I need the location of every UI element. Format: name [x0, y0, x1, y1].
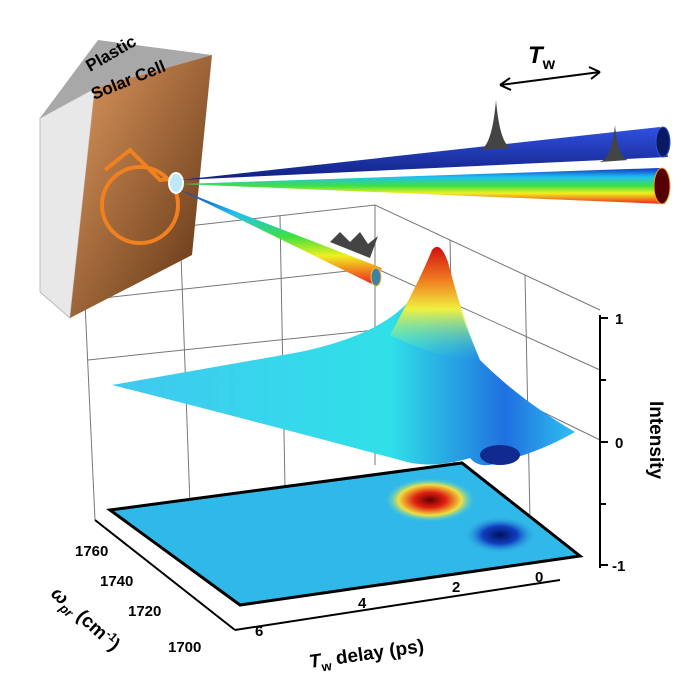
x-label-rest: delay (ps): [329, 636, 425, 670]
z-axis-label: Intensity: [645, 401, 666, 480]
x-tick-label: 2: [452, 579, 460, 596]
y-tick-label: 1740: [100, 573, 133, 590]
delay-symbol-sub: w: [542, 56, 556, 73]
x-axis-label: Tw delay (ps): [308, 636, 426, 676]
floor-map: [110, 463, 580, 605]
y-tick-label: 1720: [128, 603, 161, 620]
x-tick-label: 0: [535, 569, 543, 586]
y-tick-label: 1700: [168, 639, 201, 656]
delay-symbol: Tw: [528, 42, 556, 73]
beams: [180, 67, 670, 286]
y-tick-label: 1760: [75, 543, 108, 560]
y-axis-label: ωpr (cm-1): [45, 582, 126, 658]
x-tick-label: 6: [255, 623, 263, 640]
z-tick-label: -1: [612, 558, 625, 575]
z-tick-label: 1: [615, 311, 623, 328]
z-tick-label: 0: [615, 435, 623, 452]
figure: 1 0 -1 Intensity 1760 1740 1720 1700 ωpr…: [0, 0, 681, 687]
x-tick-label: 4: [358, 595, 367, 612]
